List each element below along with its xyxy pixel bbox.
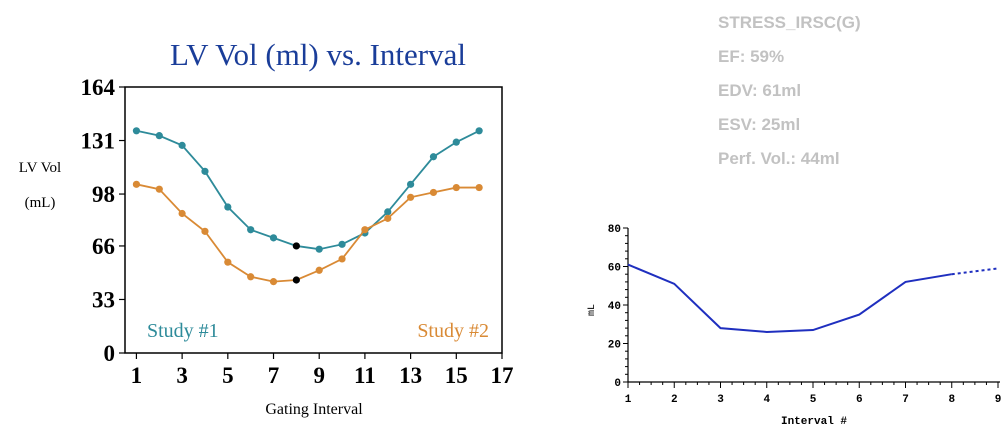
plot-frame (124, 86, 503, 354)
protocol-label: STRESS_IRSC(G) (718, 13, 861, 32)
y-tick-label: 66 (92, 234, 115, 259)
series-line-1 (136, 129, 480, 251)
mini-x-tick-label: 5 (810, 394, 817, 406)
mini-x-axis-label: Interval # (781, 416, 847, 427)
mini-series-layer (627, 263, 999, 333)
series-2-point (292, 276, 300, 284)
series-1-point (269, 234, 278, 242)
mini-y-axis-label: mL (587, 304, 598, 316)
series-2-point (224, 258, 232, 266)
ef-label: EF: 59% (718, 47, 785, 66)
series-1-point (407, 180, 415, 188)
interval-volume-chart: mL 0 20 40 60 80 1 2 3 4 5 6 7 8 9 Interval # (587, 224, 1002, 427)
mini-x-ticks: 1 2 3 4 5 6 7 8 9 (625, 382, 1002, 406)
y-axis-label-line2: (mL) (25, 195, 56, 211)
mini-y-tick-label: 80 (608, 224, 621, 236)
series-1-point (338, 240, 346, 248)
series-1-point (475, 127, 483, 135)
x-axis-label: Gating Interval (265, 401, 363, 418)
mini-x-tick-label: 4 (763, 394, 770, 406)
mini-axes (627, 228, 1000, 383)
mini-x-tick-label: 3 (717, 394, 724, 406)
edv-label: EDV: 61ml (718, 81, 802, 100)
mini-x-tick-label: 6 (856, 394, 863, 406)
mini-y-tick-label: 60 (608, 263, 621, 275)
mini-x-tick-label: 7 (902, 394, 909, 406)
series-2-point (475, 183, 483, 192)
y-tick-label: 0 (104, 341, 116, 366)
series-1-point (132, 127, 141, 135)
mini-series-line (627, 263, 952, 333)
series-2-point (452, 183, 460, 192)
series-2-point (269, 278, 278, 286)
series-1-point (292, 242, 300, 250)
y-tick-label: 33 (92, 287, 115, 312)
series-1-point (452, 138, 460, 146)
series-1-point (201, 167, 209, 175)
series-2-point (155, 185, 163, 193)
mini-y-tick-label: 20 (608, 340, 621, 352)
series-2-point (338, 255, 346, 263)
series-1-point (384, 208, 392, 216)
y-ticks: 0 33 66 98 131 164 (81, 75, 125, 366)
series-line-2 (136, 183, 480, 283)
mini-series-line-extrapolated (951, 267, 999, 276)
series-1-point (155, 132, 163, 140)
x-tick-label: 1 (131, 363, 143, 388)
x-tick-label: 15 (445, 363, 468, 388)
series-2-point (361, 226, 369, 234)
mini-x-tick-label: 8 (948, 394, 955, 406)
series-1-point (224, 203, 232, 211)
series-1-point (315, 245, 323, 253)
x-tick-label: 9 (313, 363, 325, 388)
mini-y-tick-label: 40 (608, 301, 621, 313)
series-2-point (247, 273, 255, 281)
x-tick-label: 13 (399, 363, 422, 388)
y-tick-label: 164 (81, 75, 116, 100)
x-tick-label: 17 (491, 363, 514, 388)
mini-y-tick-label: 0 (614, 378, 621, 390)
x-tick-label: 3 (176, 363, 188, 388)
legend-study-2: Study #2 (417, 320, 489, 342)
series-2-point (429, 188, 438, 197)
x-ticks: 1 3 5 7 9 11 13 15 17 (131, 353, 514, 388)
chart-title: LV Vol (ml) vs. Interval (170, 37, 466, 72)
series-1-point (429, 153, 438, 161)
esv-label: ESV: 25ml (718, 115, 801, 134)
series-layer (132, 127, 483, 286)
series-2-point (132, 180, 141, 188)
mini-y-ticks: 0 20 40 60 80 (608, 224, 628, 390)
series-2-point (407, 193, 415, 201)
y-tick-label: 98 (92, 182, 115, 207)
series-1-point (178, 141, 186, 149)
series-2-point (178, 209, 186, 218)
y-tick-label: 131 (81, 129, 116, 154)
series-2-point (201, 227, 209, 235)
y-axis-label-line1: LV Vol (19, 160, 61, 176)
lv-volume-chart: LV Vol (ml) vs. Interval LV Vol (mL) 033… (19, 37, 514, 418)
stats-panel: STRESS_IRSC(G) EF: 59% EDV: 61ml ESV: 25… (718, 12, 861, 182)
mini-x-tick-label: 2 (671, 394, 678, 406)
series-1-point (247, 226, 255, 234)
x-tick-label: 7 (268, 363, 280, 388)
x-tick-label: 11 (354, 363, 376, 388)
mini-x-tick-label: 1 (625, 394, 632, 406)
series-2-point (315, 266, 323, 274)
perf-vol-label: Perf. Vol.: 44ml (718, 149, 840, 168)
legend-study-1: Study #1 (147, 320, 219, 342)
x-tick-label: 5 (222, 363, 234, 388)
series-2-point (384, 214, 392, 222)
mini-x-tick-label: 9 (995, 394, 1002, 406)
